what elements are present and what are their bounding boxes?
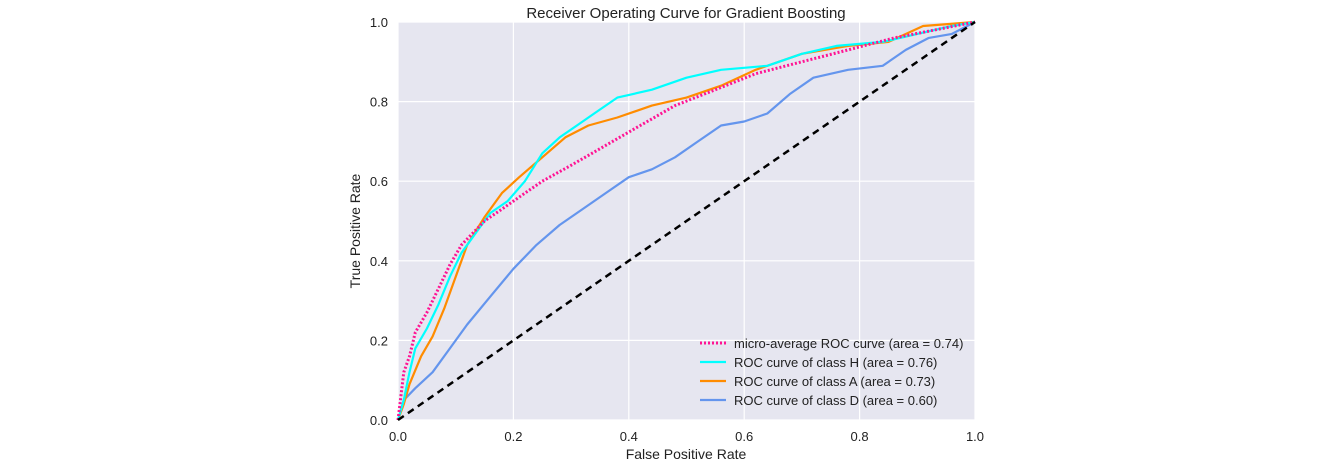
y-tick-label: 0.0 (370, 413, 388, 428)
legend-label: ROC curve of class D (area = 0.60) (734, 393, 937, 408)
y-axis-label: True Positive Rate (347, 173, 363, 288)
y-tick-label: 0.2 (370, 333, 388, 348)
x-tick-label: 0.6 (735, 429, 753, 444)
tick-labels: 0.0 0.2 0.4 0.6 0.8 1.0 0.0 0.2 0.4 0.6 0.8 1.0 (370, 15, 984, 444)
legend-label: ROC curve of class H (area = 0.76) (734, 355, 937, 370)
y-tick-label: 0.4 (370, 254, 388, 269)
series-line-chance (397, 20, 976, 422)
series-line-roc-curve-of-class-d-area-0-60 (396, 21, 976, 421)
series-line-roc-curve-of-class-h-area-0-76 (396, 20, 976, 421)
x-tick-label: 0.4 (620, 429, 638, 444)
series-line-micro-average-roc-curve-area-0-74 (396, 20, 976, 421)
series-layer (396, 20, 976, 422)
x-tick-label: 1.0 (966, 429, 984, 444)
chart-title: Receiver Operating Curve for Gradient Bo… (526, 5, 845, 22)
legend-label: ROC curve of class A (area = 0.73) (734, 374, 935, 389)
x-axis-label: False Positive Rate (626, 446, 747, 462)
y-tick-label: 0.8 (370, 95, 388, 110)
x-tick-label: 0.8 (851, 429, 869, 444)
x-tick-label: 0.2 (504, 429, 522, 444)
legend: micro-average ROC curve (area = 0.74) ROC… (700, 336, 963, 408)
legend-label: micro-average ROC curve (area = 0.74) (734, 336, 963, 351)
y-tick-label: 1.0 (370, 15, 388, 30)
x-tick-label: 0.0 (389, 429, 407, 444)
y-tick-label: 0.6 (370, 174, 388, 189)
